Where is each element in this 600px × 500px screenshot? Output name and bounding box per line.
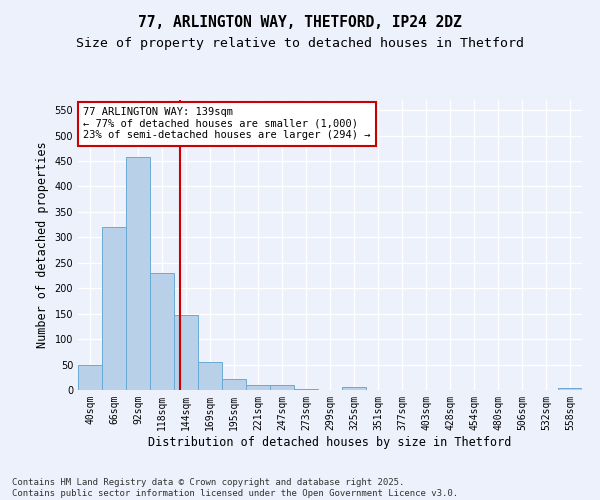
Bar (102, 227, 126, 390)
Text: 77 ARLINGTON WAY: 139sqm
← 77% of detached houses are smaller (1,000)
23% of sem: 77 ARLINGTON WAY: 139sqm ← 77% of detach… (83, 108, 371, 140)
Bar (270, 386, 294, 390)
Bar (198, 362, 222, 390)
Bar (246, 385, 270, 390)
Text: 77, ARLINGTON WAY, THETFORD, IP24 2DZ: 77, ARLINGTON WAY, THETFORD, IP24 2DZ (138, 15, 462, 30)
Bar (126, 158, 150, 390)
Bar (78, 364, 102, 390)
Bar (342, 388, 366, 390)
Bar (558, 388, 582, 390)
Text: Size of property relative to detached houses in Thetford: Size of property relative to detached ho… (76, 38, 524, 51)
Bar (222, 379, 246, 390)
Y-axis label: Number of detached properties: Number of detached properties (36, 142, 49, 348)
Text: Contains HM Land Registry data © Crown copyright and database right 2025.
Contai: Contains HM Land Registry data © Crown c… (12, 478, 458, 498)
Bar (174, 314, 198, 390)
Bar (150, 273, 174, 390)
X-axis label: Distribution of detached houses by size in Thetford: Distribution of detached houses by size … (148, 436, 512, 448)
